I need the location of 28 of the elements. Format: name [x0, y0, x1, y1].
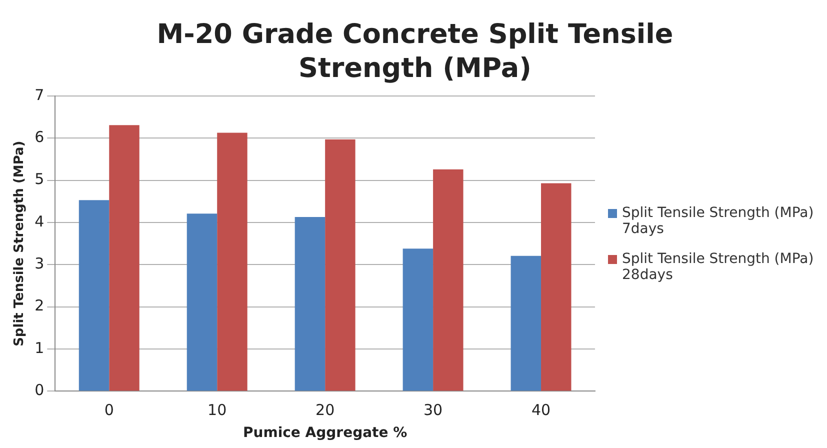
bar — [217, 132, 248, 391]
legend-label: Split Tensile Strength (MPa) 28days — [622, 251, 815, 283]
y-tick-label: 6 — [34, 128, 44, 146]
y-tick-label: 7 — [34, 86, 44, 104]
x-tick-label: 20 — [316, 401, 335, 420]
x-axis-title: Pumice Aggregate % — [243, 425, 408, 442]
bar — [402, 248, 434, 391]
bar — [109, 125, 140, 391]
bar — [433, 169, 464, 391]
bar — [78, 200, 110, 391]
bar — [186, 214, 218, 391]
bar — [294, 217, 326, 391]
x-tick-label: 0 — [104, 401, 114, 420]
bar — [541, 183, 572, 391]
y-tick-label: 5 — [34, 170, 44, 188]
x-tick-label: 40 — [531, 401, 551, 420]
y-tick-label: 0 — [34, 381, 44, 400]
bar — [325, 139, 356, 391]
chart-title: M-20 Grade Concrete Split Tensile Strength (MPa) — [156, 18, 674, 86]
x-tick-label: 10 — [208, 401, 227, 420]
legend-label: Split Tensile Strength (MPa) 7days — [622, 205, 815, 237]
bar — [510, 256, 542, 391]
y-axis-title: Split Tensile Strength (MPa) — [12, 140, 28, 346]
y-tick-label: 4 — [34, 212, 44, 230]
x-tick-label: 30 — [423, 401, 443, 420]
y-tick-label: 3 — [34, 254, 44, 273]
y-tick-label: 2 — [34, 296, 44, 315]
y-tick-label: 1 — [34, 338, 44, 357]
